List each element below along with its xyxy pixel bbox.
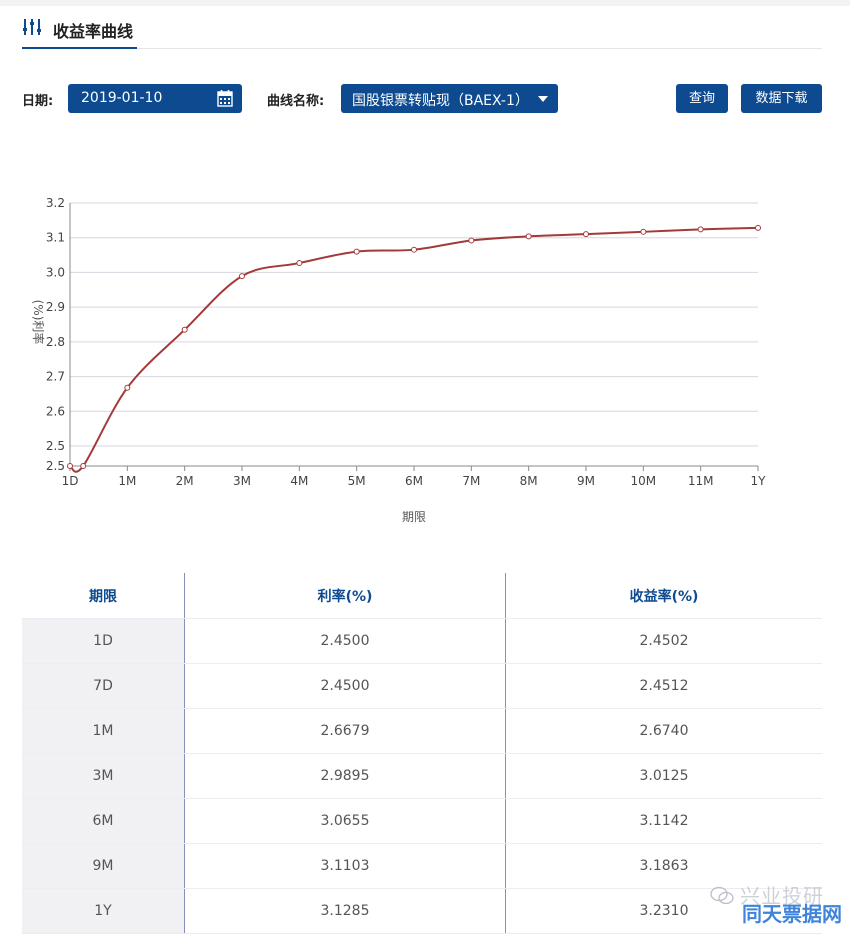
yield-cell: 3.0125 (505, 753, 822, 799)
curve-points (67, 224, 761, 469)
yield-cell: 3.2310 (505, 888, 822, 934)
rate-cell: 2.4500 (184, 618, 506, 664)
table-row: 1M 2.6679 2.6740 (22, 708, 822, 754)
page-title: 收益率曲线 (53, 22, 134, 41)
rate-cell: 3.1103 (184, 843, 506, 889)
curve-name-label: 曲线名称: (267, 94, 325, 109)
data-point (468, 237, 475, 244)
watermark-text: 兴业投研 (740, 884, 824, 908)
data-point (640, 228, 647, 235)
download-button[interactable]: 数据下载 (741, 84, 822, 113)
date-field[interactable]: 2019-01-10 (68, 84, 242, 113)
x-tick-label: 8M (520, 474, 538, 488)
rate-cell: 3.1285 (184, 888, 506, 934)
yield-cell: 2.4512 (505, 663, 822, 709)
table-row: 9M 3.1103 3.1863 (22, 843, 822, 889)
data-point (296, 260, 303, 267)
yield-cell: 3.1863 (505, 843, 822, 889)
curve-select-value: 国股银票转贴现（BAEX-1） (352, 93, 529, 109)
x-tick-label: 3M (233, 474, 251, 488)
date-value: 2019-01-10 (81, 90, 163, 106)
x-tick-label: 2M (176, 474, 194, 488)
term-cell: 1Y (22, 888, 185, 934)
x-tick-label: 1D (62, 474, 79, 488)
x-tick-label: 9M (577, 474, 595, 488)
query-button[interactable]: 查询 (676, 84, 728, 113)
data-point (181, 326, 188, 333)
data-point (583, 231, 589, 238)
x-tick-label: 5M (348, 474, 366, 488)
y-tick-label: 2.5 (46, 439, 65, 453)
x-tick-label: 6M (405, 474, 423, 488)
header-yield: 收益率(%) (505, 573, 822, 619)
x-tick-label: 10M (631, 474, 657, 488)
x-axis-label: 期限 (402, 510, 426, 524)
top-strip (0, 0, 850, 6)
y-tick-label: 3.2 (46, 196, 65, 210)
wechat-icon (710, 886, 734, 905)
rate-cell: 2.9895 (184, 753, 506, 799)
chevron-down-icon (538, 96, 548, 102)
data-point (239, 273, 245, 280)
table-row: 7D 2.4500 2.4512 (22, 663, 822, 709)
yield-cell: 2.4502 (505, 618, 822, 664)
x-tick-label: 7M (462, 474, 480, 488)
yield-curve-line (69, 226, 759, 473)
y-tick-label: 2.8 (46, 335, 65, 349)
x-tick-label: 1Y (751, 474, 767, 488)
data-point (755, 224, 761, 231)
yield-table: 期限 利率(%) 收益率(%) 1D 2.4500 2.4502 7D 2.4500 2… (22, 573, 822, 934)
watermark-site: 同天票据网 (742, 902, 842, 926)
y-tick-label: 2.9 (46, 300, 65, 314)
term-cell: 1D (22, 618, 185, 664)
data-point (411, 246, 417, 253)
term-cell: 1M (22, 708, 185, 754)
yield-cell: 2.6740 (505, 708, 822, 754)
y-tick-label: 3.0 (46, 265, 65, 279)
curve-select[interactable]: 国股银票转贴现（BAEX-1） (341, 84, 558, 113)
tab-yield-curve[interactable]: 收益率曲线 (22, 10, 137, 49)
table-row: 3M 2.9895 3.0125 (22, 753, 822, 799)
term-cell: 7D (22, 663, 185, 709)
term-cell: 3M (22, 753, 185, 799)
y-tick-label: 2.6 (46, 404, 65, 418)
y-tick-label: 2.7 (46, 370, 65, 384)
data-point (697, 226, 704, 233)
data-point (80, 463, 87, 469)
page-header: 收益率曲线 (22, 10, 822, 49)
chart-grid (69, 202, 758, 467)
table-header-row: 期限 利率(%) 收益率(%) (22, 573, 822, 619)
header-rate: 利率(%) (184, 573, 506, 619)
yield-cell: 3.1142 (505, 798, 822, 844)
calendar-icon[interactable] (217, 89, 233, 107)
header-term: 期限 (22, 573, 185, 619)
data-point (67, 463, 73, 469)
rate-cell: 2.6679 (184, 708, 506, 754)
x-axis: 1D 1M 2M 3M 4M 5M 6M 7M 8M 9M 10M 11M 1Y (62, 466, 767, 488)
rate-cell: 3.0655 (184, 798, 506, 844)
term-cell: 6M (22, 798, 185, 844)
table-row: 1D 2.4500 2.4502 (22, 618, 822, 664)
x-tick-label: 11M (688, 474, 714, 488)
date-label: 日期: (22, 94, 54, 109)
sliders-icon (23, 19, 41, 35)
data-point (353, 248, 360, 255)
x-tick-label: 4M (290, 474, 308, 488)
data-point (525, 233, 532, 240)
term-cell: 9M (22, 843, 185, 889)
yield-curve-chart: 2.5 2.5 2.6 2.7 2.8 2.9 3.0 3.1 3.2 1D 1M 2M 3M 4M 5M… (31, 196, 767, 524)
y-axis: 2.5 2.5 2.6 2.7 2.8 2.9 3.0 3.1 3.2 (46, 196, 65, 473)
y-tick-label: 3.1 (46, 231, 65, 245)
data-point (124, 384, 131, 391)
table-row: 1Y 3.1285 3.2310 (22, 888, 822, 934)
y-tick-label: 2.5 (46, 459, 65, 473)
x-tick-label: 1M (118, 474, 136, 488)
y-axis-label: (%)利率 (31, 300, 46, 345)
rate-cell: 2.4500 (184, 663, 506, 709)
table-row: 6M 3.0655 3.1142 (22, 798, 822, 844)
